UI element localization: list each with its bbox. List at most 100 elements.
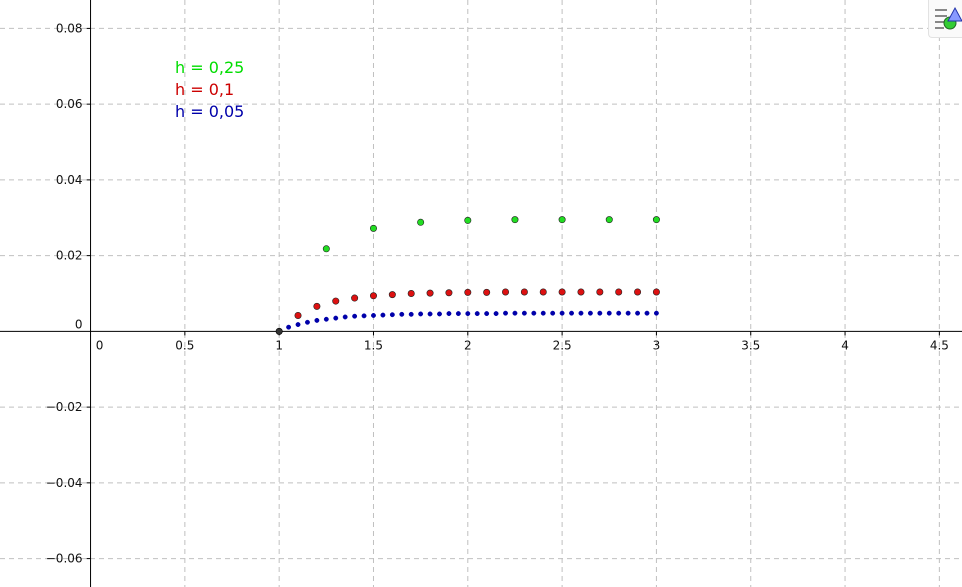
data-point: [512, 310, 518, 316]
data-point: [369, 292, 377, 300]
data-point: [361, 313, 367, 319]
x-tick-label: 3: [653, 338, 661, 352]
data-point: [652, 216, 660, 224]
data-point: [520, 288, 528, 296]
series-2: [294, 288, 660, 319]
legend-entry-h-025: h = 0,25: [175, 58, 244, 77]
data-point: [351, 294, 359, 302]
tick-labels: 0 0.5 1 1.5 2 2.5 3 3.5 4 4.5 0.08 0.06 0.04 0.02 0 −0.…: [46, 21, 949, 565]
data-point: [417, 218, 425, 226]
data-point: [625, 310, 631, 316]
data-point: [521, 310, 527, 316]
data-point: [333, 315, 339, 321]
data-point: [635, 310, 641, 316]
x-tick-label: 2.5: [553, 338, 572, 352]
data-point: [558, 216, 566, 224]
data-point: [502, 288, 510, 296]
data-point: [531, 310, 537, 316]
data-point: [653, 310, 659, 316]
data-point: [313, 302, 321, 310]
data-point: [596, 288, 604, 296]
legend-entry-h-005: h = 0,05: [175, 102, 244, 121]
data-point: [484, 311, 490, 317]
data-point: [380, 312, 386, 318]
data-point: [569, 310, 574, 316]
data-point: [550, 310, 556, 316]
data-point: [407, 289, 415, 297]
y-tick-label: 0.08: [56, 21, 83, 35]
data-point: [294, 311, 302, 319]
data-point: [634, 288, 642, 296]
data-point: [427, 311, 433, 317]
y-tick-label: −0.06: [46, 552, 83, 566]
legend: h = 0,25 h = 0,1 h = 0,05: [175, 58, 244, 121]
x-tick-label: 0.5: [175, 338, 194, 352]
data-point: [446, 311, 452, 317]
data-point: [503, 310, 508, 316]
y-tick-label: 0: [75, 317, 83, 331]
data-point: [455, 311, 461, 317]
data-point: [369, 224, 377, 232]
data-point: [577, 288, 585, 296]
x-tick-label: 0: [96, 338, 104, 352]
x-tick-label: 4: [841, 338, 849, 352]
start-point: [275, 327, 283, 335]
data-point: [558, 288, 566, 296]
data-points: [275, 216, 660, 335]
data-point: [389, 312, 395, 318]
y-tick-label: 0.06: [56, 97, 83, 111]
data-point: [464, 288, 472, 296]
data-point: [644, 310, 650, 316]
data-point: [606, 310, 612, 316]
data-point: [605, 216, 613, 224]
data-point: [587, 310, 593, 316]
x-tick-label: 1.5: [364, 338, 383, 352]
data-point: [540, 310, 546, 316]
data-point: [388, 291, 396, 299]
series-3: [276, 310, 659, 334]
data-point: [418, 311, 424, 317]
y-tick-label: −0.02: [46, 400, 83, 414]
x-tick-label: 2: [464, 338, 472, 352]
data-point: [464, 216, 472, 224]
data-point: [615, 288, 623, 296]
data-point: [483, 288, 491, 296]
data-point: [437, 311, 442, 317]
data-point: [493, 311, 499, 317]
data-point: [286, 324, 292, 330]
data-point: [371, 313, 376, 318]
data-point: [399, 311, 405, 317]
legend-entry-h-01: h = 0,1: [175, 80, 234, 99]
data-point: [332, 297, 340, 305]
data-point: [295, 322, 301, 328]
data-point: [445, 289, 453, 297]
data-point: [539, 288, 547, 296]
data-point: [597, 310, 603, 316]
y-tick-label: 0.04: [56, 173, 83, 187]
data-point: [474, 311, 480, 317]
data-point: [342, 314, 348, 320]
data-point: [465, 311, 471, 317]
x-tick-label: 1: [275, 338, 283, 352]
style-bar-toggle-icon: [935, 6, 962, 30]
data-point: [616, 310, 622, 316]
data-point: [352, 313, 358, 319]
series-1: [322, 216, 660, 253]
data-point: [511, 216, 519, 224]
y-tick-label: 0.02: [56, 249, 83, 263]
data-point: [652, 288, 660, 296]
data-point: [578, 310, 584, 316]
data-point: [408, 311, 414, 317]
data-point: [305, 319, 310, 325]
data-point: [426, 289, 434, 297]
data-point: [314, 317, 320, 323]
data-point: [559, 310, 565, 316]
data-point: [322, 245, 330, 253]
y-tick-label: −0.04: [46, 476, 83, 490]
x-tick-label: 3.5: [741, 338, 760, 352]
style-bar-toggle-button[interactable]: [928, 0, 962, 38]
x-tick-label: 4.5: [930, 338, 949, 352]
